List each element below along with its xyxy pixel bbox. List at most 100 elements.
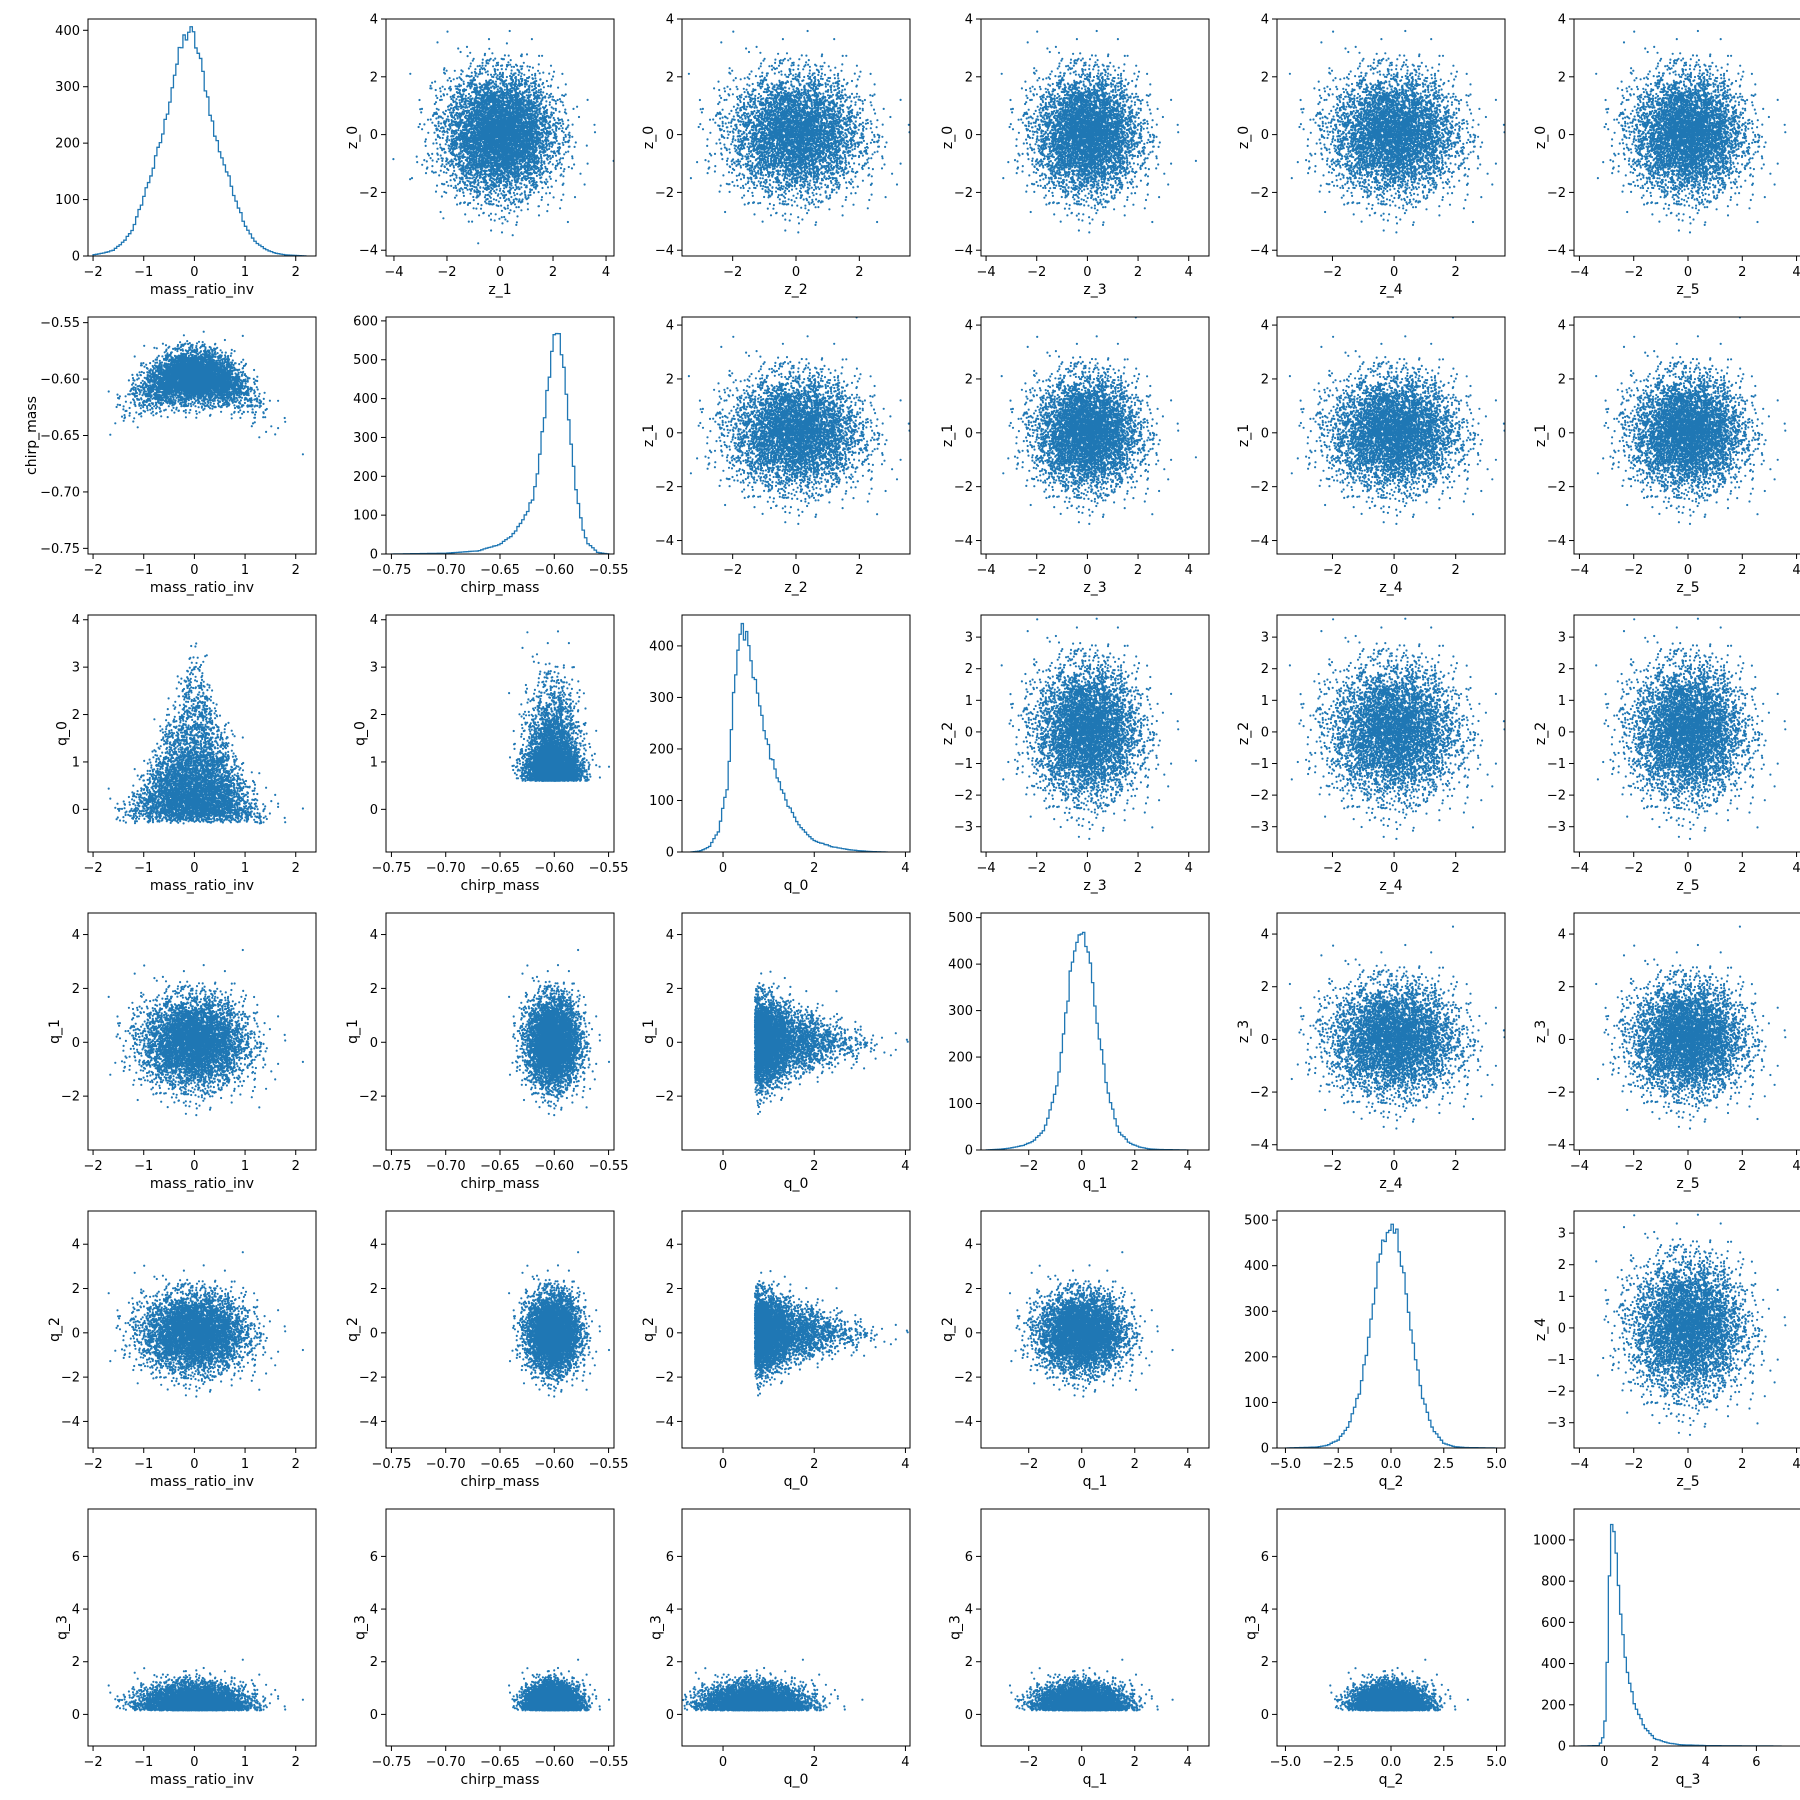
x-tick-label: −2 (1624, 1159, 1643, 1174)
x-tick-label: −2 (1624, 1457, 1643, 1472)
x-axis-label: mass_ratio_inv (150, 282, 254, 298)
subplot-r5-c1: −0.75 −0.70 −0.65 −0.60 −0.550246chirp_massq… (352, 1509, 628, 1788)
x-tick-label: 2 (292, 265, 300, 280)
x-tick-label: −0.65 (480, 1159, 520, 1174)
subplot-r1-c1: −0.75 −0.70 −0.65 −0.60 −0.55010020030040050… (353, 314, 628, 596)
x-axis-label: chirp_mass (461, 1474, 540, 1490)
x-tick-label: −4 (1570, 1457, 1589, 1472)
y-tick-label: −4 (655, 1415, 674, 1430)
plot-area (682, 615, 910, 852)
x-tick-label: −2 (1323, 861, 1342, 876)
x-tick-label: 1 (241, 861, 249, 876)
y-tick-label: 4 (1261, 1603, 1269, 1618)
x-tick-label: −0.55 (589, 1159, 629, 1174)
x-axis-label: z_4 (1379, 282, 1402, 298)
x-tick-label: 0 (1083, 563, 1091, 578)
x-tick-label: −4 (976, 861, 995, 876)
x-tick-label: −5.0 (1270, 1755, 1302, 1770)
y-tick-label: 2 (1261, 980, 1269, 995)
x-tick-label: 2 (1134, 563, 1142, 578)
y-tick-label: −2 (655, 1090, 674, 1105)
x-axis-label: mass_ratio_inv (150, 1176, 254, 1192)
y-tick-label: 0 (1558, 1321, 1566, 1336)
y-tick-label: −4 (1250, 1138, 1269, 1153)
x-tick-label: 0 (1078, 1755, 1086, 1770)
y-tick-label: 200 (353, 470, 378, 485)
x-tick-label: −2 (83, 563, 102, 578)
y-tick-label: 0 (1261, 426, 1269, 441)
x-tick-label: 2 (292, 1159, 300, 1174)
x-tick-label: 0.0 (1381, 1457, 1402, 1472)
x-tick-label: −0.75 (372, 861, 412, 876)
x-tick-label: 4 (1792, 1159, 1800, 1174)
x-tick-label: 0 (1083, 265, 1091, 280)
x-axis-label: mass_ratio_inv (150, 580, 254, 596)
y-axis-label: z_1 (1236, 424, 1252, 447)
x-axis-label: q_1 (1083, 1176, 1108, 1192)
y-tick-label: 300 (353, 431, 378, 446)
x-axis-label: chirp_mass (461, 580, 540, 596)
y-tick-label: 2 (1558, 372, 1566, 387)
y-tick-label: −0.75 (40, 542, 80, 557)
x-tick-label: −2 (723, 265, 742, 280)
x-tick-label: 0 (1390, 861, 1398, 876)
x-tick-label: −1 (134, 1457, 153, 1472)
y-tick-label: 2 (666, 1655, 674, 1670)
x-tick-label: −2 (1027, 265, 1046, 280)
y-tick-label: 0 (965, 725, 973, 740)
x-tick-label: 2.5 (1433, 1457, 1454, 1472)
x-tick-label: 0 (496, 265, 504, 280)
y-axis-label: q_1 (345, 1019, 361, 1044)
x-tick-label: 2 (855, 265, 863, 280)
y-tick-label: −2 (1250, 480, 1269, 495)
y-tick-label: 2 (1261, 1655, 1269, 1670)
x-tick-label: 0 (792, 563, 800, 578)
y-tick-label: −2 (1547, 480, 1566, 495)
y-tick-label: 100 (948, 1097, 973, 1112)
y-tick-label: 2 (965, 662, 973, 677)
x-tick-label: 2 (1134, 265, 1142, 280)
y-tick-label: 0 (370, 1326, 378, 1341)
x-axis-label: z_5 (1676, 580, 1699, 596)
x-tick-label: 0.0 (1381, 1755, 1402, 1770)
y-axis-label: z_1 (641, 424, 657, 447)
y-tick-label: −2 (1547, 789, 1566, 804)
y-tick-label: 2 (666, 1282, 674, 1297)
y-tick-label: 4 (666, 928, 674, 943)
y-tick-label: 0 (1261, 1442, 1269, 1457)
y-axis-label: z_3 (1533, 1020, 1549, 1043)
x-tick-label: −2 (1027, 861, 1046, 876)
x-tick-label: 0 (1684, 861, 1692, 876)
x-axis-label: z_3 (1083, 282, 1106, 298)
x-tick-label: 1 (241, 563, 249, 578)
y-axis-label: q_0 (54, 721, 70, 746)
x-tick-label: 0 (1078, 1159, 1086, 1174)
y-tick-label: −4 (359, 244, 378, 259)
x-tick-label: −0.55 (589, 563, 629, 578)
x-axis-label: q_1 (1083, 1474, 1108, 1490)
y-axis-label: q_2 (47, 1317, 63, 1342)
y-tick-label: 400 (1541, 1657, 1566, 1672)
y-axis-label: q_3 (947, 1615, 963, 1640)
x-tick-label: 4 (602, 265, 610, 280)
x-axis-label: q_2 (1379, 1474, 1404, 1490)
x-axis-label: q_0 (784, 1772, 809, 1788)
y-axis-label: q_0 (352, 721, 368, 746)
x-tick-label: 4 (1184, 1457, 1192, 1472)
y-tick-label: −2 (359, 186, 378, 201)
x-tick-label: −4 (1570, 563, 1589, 578)
y-tick-label: 2 (1558, 662, 1566, 677)
y-axis-label: z_1 (1533, 424, 1549, 447)
y-tick-label: 4 (370, 13, 378, 28)
x-tick-label: −2 (83, 1457, 102, 1472)
x-tick-label: 2 (855, 563, 863, 578)
x-tick-label: −2.5 (1322, 1755, 1354, 1770)
y-tick-label: 4 (72, 1603, 80, 1618)
x-axis-label: z_5 (1676, 878, 1699, 894)
